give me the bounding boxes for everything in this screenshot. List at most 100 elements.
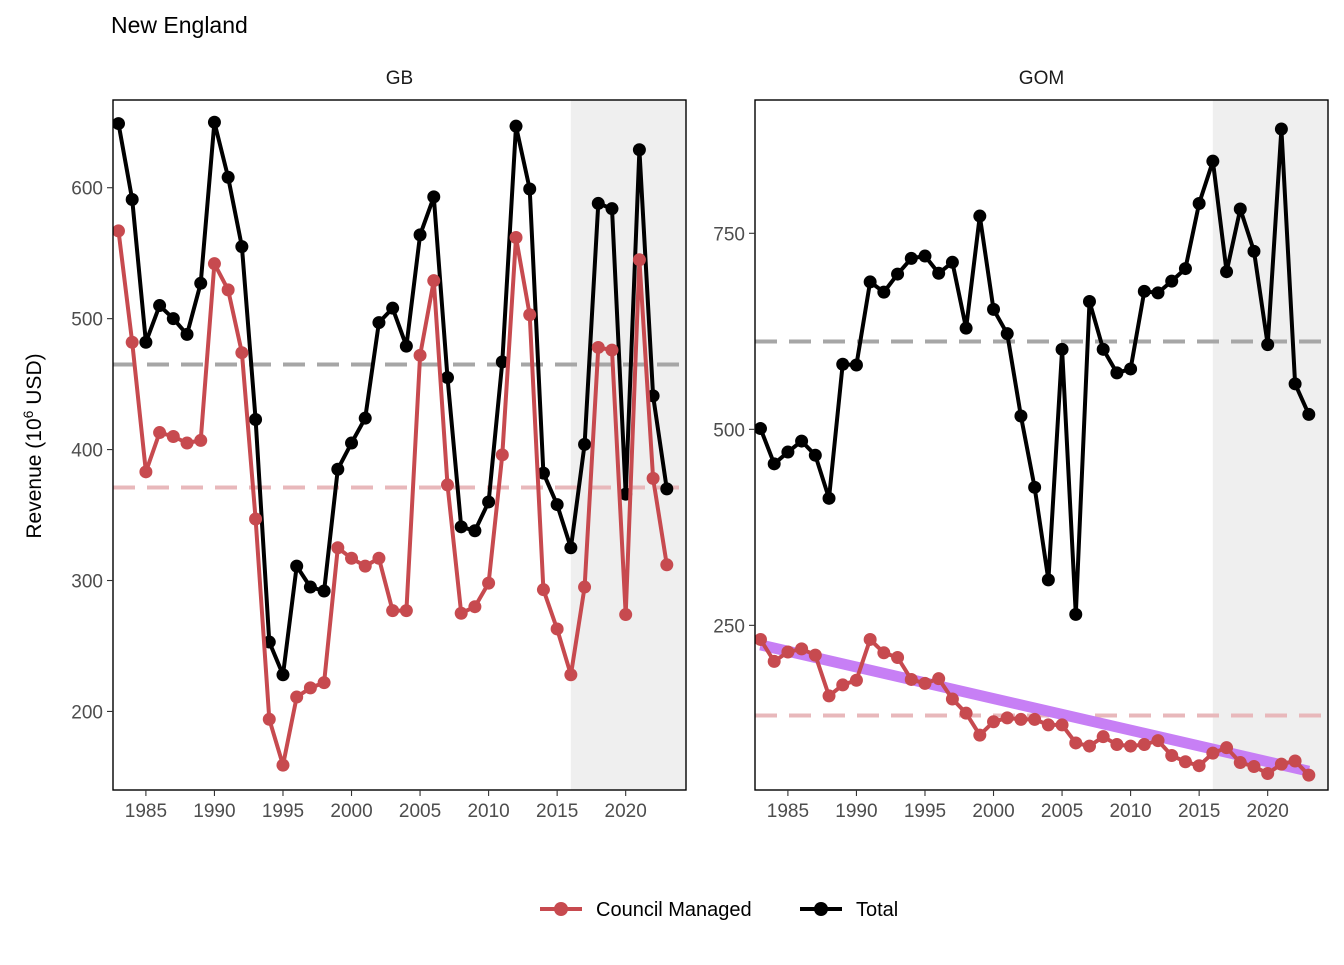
panel-gom-total-point [904, 251, 918, 265]
panel-gb-council-point [509, 230, 523, 244]
panel-gb-y-tick-label: 400 [71, 441, 103, 462]
panel-gom-total-point [973, 209, 987, 223]
panel-gb-council-point [605, 343, 619, 357]
panel-gb-council-point [427, 274, 441, 288]
panel-gom-council-point [1014, 712, 1028, 726]
panel-gom-council-point [1041, 718, 1055, 732]
panel-gb-total-point [153, 299, 167, 313]
chart-title: New England [111, 12, 248, 38]
panel-gb-council-point [317, 676, 331, 690]
panel-gb-total-point [331, 462, 345, 476]
panel-gom-council-point [1096, 730, 1110, 744]
panel-gb-frame [112, 99, 687, 791]
panel-gom-y-tick-label: 750 [713, 224, 745, 245]
panel-gb-total-point [536, 466, 550, 480]
panel-gb-council-point [482, 576, 496, 590]
panel-gb-total-point [166, 312, 180, 326]
y-axis-title: Revenue (106 USD) [20, 353, 46, 538]
panel-gom-total-point [1041, 573, 1055, 587]
panel-gom-total-point [1110, 366, 1124, 380]
panel-gb-x-tick-label: 2000 [330, 801, 372, 822]
y-axis-title-suffix: USD) [23, 353, 46, 410]
panel-gb-total-point [605, 202, 619, 216]
panel-gb-council-point [440, 478, 454, 492]
panel-gom-council-point [755, 632, 767, 646]
panel-gb-total-point [413, 228, 427, 242]
panel-gom-total-point [863, 275, 877, 289]
panel-gom-council-point [973, 728, 987, 742]
panel-gom-total-point [1069, 607, 1083, 621]
panel-gb-council-point [331, 541, 345, 555]
panel-gb-council-point [413, 348, 427, 362]
panel-gom-total-point [1151, 286, 1165, 300]
panel-gb-council-point [372, 551, 386, 565]
legend-council-managed-key-point [554, 902, 568, 916]
panel-gom-council-point [822, 689, 836, 703]
panel-gom-council-point [1000, 711, 1014, 725]
panel-gom-council-point [959, 706, 973, 720]
panel-gom-total-point [808, 448, 822, 462]
panel-gb-total-point [454, 520, 468, 534]
panel-gom-x-tick-label: 2020 [1247, 801, 1289, 822]
panel-gb-council-point [468, 600, 482, 614]
panel-gom-council-point [877, 646, 891, 660]
legend-total-label: Total [856, 899, 898, 921]
panel-gom-total-point [849, 358, 863, 372]
panel-gom-council-point [836, 678, 850, 692]
panel-gb-council-point [646, 471, 660, 485]
panel-gom-council-point [1028, 712, 1042, 726]
panel-gom-y-tick-label: 500 [713, 420, 745, 441]
panel-gb-council-point [113, 224, 125, 238]
panel-gb-council-point [125, 335, 139, 349]
panel-gb-x-tick-label: 2005 [399, 801, 441, 822]
panel-gb-council-point [564, 668, 578, 682]
panel-gb-total-point [317, 584, 331, 598]
panel-gom-council-point [1165, 749, 1179, 762]
panel-gom-total-point [918, 249, 932, 263]
panel-gb-total-point [235, 240, 249, 254]
panel-gom-frame [754, 99, 1329, 791]
panel-gb-x-tick-label: 2010 [467, 801, 509, 822]
panel-gb-total-point [180, 327, 194, 341]
panel-gom-total-point [1302, 407, 1316, 421]
panel-gb-total-point [207, 115, 221, 129]
panel-gom-council-point [1261, 767, 1275, 781]
panel-gb-council-point [523, 308, 537, 322]
panel-gb-council-point [660, 558, 674, 572]
panel-gb-x-tick-label: 1990 [193, 801, 235, 822]
panel-gb-council-point [153, 426, 167, 440]
panel-gom-council-point [1151, 734, 1165, 748]
panel-gom-council-point [932, 672, 946, 686]
panel-gom-council-point [918, 676, 932, 690]
panel-gom-x-tick-label: 2010 [1109, 801, 1151, 822]
panel-gb-total-point [249, 412, 263, 426]
panel-gb-total-point [276, 668, 290, 682]
panel-gom-total-point [781, 445, 795, 459]
panel-gom-council-point [945, 692, 959, 706]
panel-gb-council-point [194, 433, 208, 447]
panel-gom-total-point [836, 357, 850, 371]
panel-gom-total-point [987, 302, 1001, 316]
panel-gom-shaded-region [1212, 100, 1328, 790]
panel-gb-council-point [180, 436, 194, 450]
panel-gom: GOM 1985 1990 1995 2000 2005 2010 2015 2020 250 50… [713, 68, 1329, 822]
panel-gom-total-point [1165, 274, 1179, 288]
panel-gom-total-point [1206, 154, 1220, 168]
panel-gom-council-point [1178, 755, 1192, 769]
panel-gom-council-point [1220, 741, 1234, 755]
panel-gb-total-point [194, 276, 208, 290]
panel-gb-total-point [523, 182, 537, 196]
panel-gb-council-point [139, 465, 153, 479]
panel-gb-total-point [345, 436, 359, 450]
panel-gom-total-point [1096, 342, 1110, 356]
panel-gb-x-tick-label: 2020 [605, 801, 647, 822]
y-axis-title-prefix: Revenue (10 [23, 418, 46, 538]
panel-gom-x-tick-label: 1985 [767, 801, 809, 822]
panel-gom-total-point [1028, 480, 1042, 494]
panel-gom-council-point [987, 715, 1001, 729]
panel-gb-y-tick-label: 200 [71, 702, 103, 723]
panel-gom-council-point [1110, 738, 1124, 752]
panel-gom-council-point [1137, 738, 1151, 752]
panel-gom-council-point [1055, 718, 1069, 732]
panel-gom-council-point [1302, 768, 1316, 782]
